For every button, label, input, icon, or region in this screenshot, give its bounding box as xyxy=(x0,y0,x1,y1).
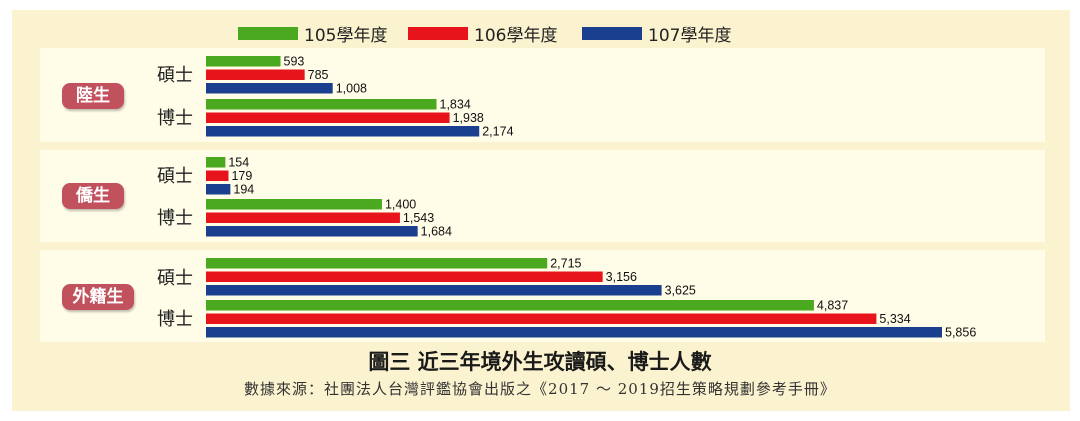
group-label-overseas-chinese: 僑生 xyxy=(62,183,124,209)
bar-foreign-master-106學年度 xyxy=(206,271,603,282)
bar-value-mainland-phd-2: 2,174 xyxy=(482,125,513,139)
bar-value-foreign-phd-2: 5,856 xyxy=(945,326,976,340)
row-label-foreign-master: 碩士 xyxy=(157,268,193,289)
bar-value-mainland-master-1: 785 xyxy=(308,68,329,82)
bar-foreign-master-107學年度 xyxy=(206,285,662,296)
bar-foreign-master-105學年度 xyxy=(206,258,548,269)
bar-mainland-phd-107學年度 xyxy=(206,126,480,137)
legend-label-107: 107學年度 xyxy=(648,25,732,46)
bar-mainland-master-107學年度 xyxy=(206,83,333,94)
bar-value-foreign-master-1: 3,156 xyxy=(606,270,637,284)
row-label-mainland-phd: 博士 xyxy=(157,108,193,129)
bar-overseas-phd-107學年度 xyxy=(206,226,418,237)
bar-mainland-phd-105學年度 xyxy=(206,99,437,110)
row-label-foreign-phd: 博士 xyxy=(157,309,193,330)
legend-item-107: 107學年度 xyxy=(582,22,732,46)
bar-value-overseas-master-1: 179 xyxy=(231,169,252,183)
row-label-mainland-master: 碩士 xyxy=(157,65,193,86)
bar-overseas-master-107學年度 xyxy=(206,184,231,195)
bar-value-foreign-phd-0: 4,837 xyxy=(817,299,848,313)
chart-title: 圖三 近三年境外生攻讀碩、博士人數 xyxy=(368,350,712,374)
legend-item-106: 106學年度 xyxy=(408,22,558,46)
bar-overseas-master-105學年度 xyxy=(206,157,226,168)
legend-item-105: 105學年度 xyxy=(238,22,388,46)
group-label-mainland: 陸生 xyxy=(62,83,124,109)
bar-mainland-master-105學年度 xyxy=(206,56,281,67)
bar-foreign-phd-105學年度 xyxy=(206,300,814,311)
chart-source: 數據來源：社團法人台灣評鑑協會出版之《2017 ～ 2019招生策略規劃參考手冊… xyxy=(244,380,836,398)
bar-value-foreign-master-2: 3,625 xyxy=(665,284,696,298)
bar-mainland-phd-106學年度 xyxy=(206,112,450,123)
bar-value-foreign-phd-1: 5,334 xyxy=(879,312,910,326)
bar-value-mainland-phd-1: 1,938 xyxy=(453,111,484,125)
bar-value-overseas-phd-0: 1,400 xyxy=(385,198,416,212)
legend-label-106: 106學年度 xyxy=(474,25,558,46)
legend-label-105: 105學年度 xyxy=(304,25,388,46)
bar-overseas-master-106學年度 xyxy=(206,170,229,181)
bar-value-overseas-phd-2: 1,684 xyxy=(421,225,452,239)
bar-value-foreign-master-0: 2,715 xyxy=(550,257,581,271)
bar-overseas-phd-105學年度 xyxy=(206,199,382,210)
bar-value-mainland-phd-0: 1,834 xyxy=(440,98,471,112)
group-label-foreign: 外籍生 xyxy=(62,284,134,310)
bar-overseas-phd-106學年度 xyxy=(206,212,400,223)
bar-mainland-master-106學年度 xyxy=(206,69,305,80)
bar-value-overseas-master-2: 194 xyxy=(233,183,254,197)
bar-value-mainland-master-2: 1,008 xyxy=(336,82,367,96)
bar-value-overseas-phd-1: 1,543 xyxy=(403,211,434,225)
bar-value-overseas-master-0: 154 xyxy=(228,156,249,170)
bar-value-mainland-master-0: 593 xyxy=(284,55,305,69)
row-label-overseas-master: 碩士 xyxy=(157,166,193,187)
row-label-overseas-phd: 博士 xyxy=(157,208,193,229)
legend-swatch-106 xyxy=(408,26,468,40)
legend-swatch-107 xyxy=(582,26,642,40)
bar-foreign-phd-107學年度 xyxy=(206,327,942,338)
legend-swatch-105 xyxy=(238,26,298,40)
bar-foreign-phd-106學年度 xyxy=(206,313,877,324)
